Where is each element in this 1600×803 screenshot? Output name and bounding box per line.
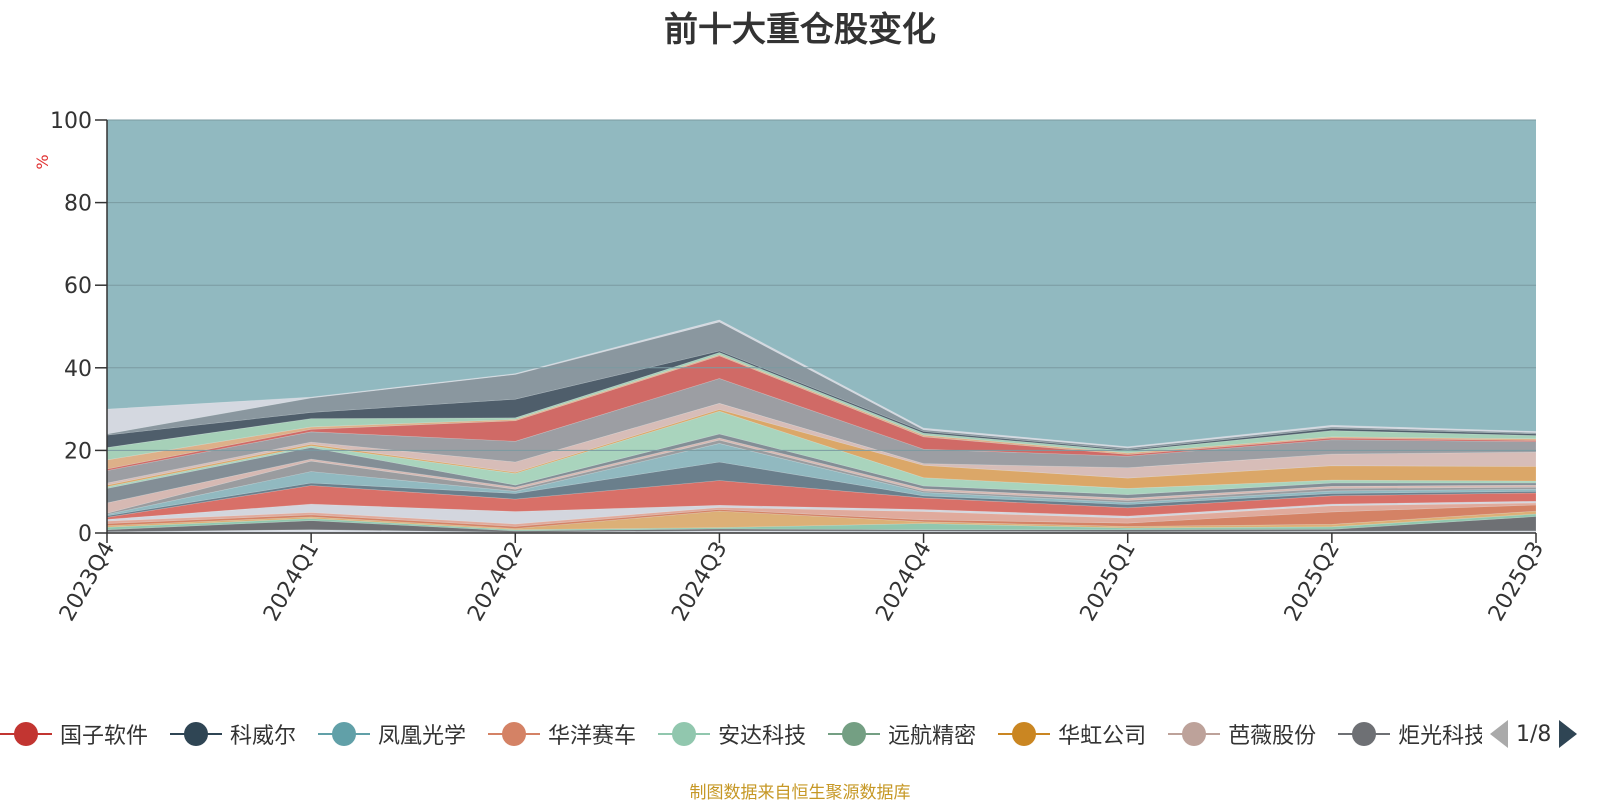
stacked-areas [106, 120, 1537, 534]
legend-label: 炬光科技 [1398, 724, 1482, 749]
pager-prev-icon[interactable] [1490, 720, 1508, 748]
x-tick-label: 2025Q1 [1076, 538, 1141, 626]
x-tick-label: 2023Q4 [55, 538, 120, 626]
x-tick-label: 2024Q3 [667, 538, 732, 626]
legend-label: 芭薇股份 [1228, 724, 1317, 749]
legend-item[interactable]: 华虹公司 [998, 714, 1146, 754]
legend-item[interactable]: 凤凰光学 [318, 714, 466, 754]
pager-text: 1/8 [1516, 721, 1552, 747]
chart-area: 0 20 40 60 80 100% 2023Q4 2024Q1 2024Q2 2024Q3 202… [33, 109, 1549, 626]
legend-marker-icon [998, 722, 1051, 746]
legend-marker-icon [0, 722, 52, 746]
y-tick-label: 40 [64, 357, 92, 382]
y-tick-label: 0 [78, 522, 92, 547]
legend-item[interactable]: 芭薇股份 [1168, 714, 1316, 754]
legend-items: 国子软件 科威尔 凤凰光学 华洋赛车 安达科技 远航精密 华虹公司 芭薇股份 炬光科技 [0, 714, 1482, 754]
area-series-8[interactable] [106, 480, 1537, 520]
legend-marker-icon [488, 722, 541, 746]
area-series-9[interactable] [106, 461, 1537, 518]
legend-label: 安达科技 [718, 724, 807, 749]
y-tick-label: 60 [64, 274, 92, 299]
x-tick-label: 2025Q3 [1484, 538, 1549, 626]
area-series-7[interactable] [106, 500, 1537, 525]
legend-label: 华虹公司 [1058, 724, 1147, 749]
legend: 国子软件 科威尔 凤凰光学 华洋赛车 安达科技 远航精密 华虹公司 芭薇股份 炬光科技 1/8 [0, 714, 1600, 754]
legend-label: 华洋赛车 [548, 724, 637, 749]
legend-item[interactable]: 科威尔 [170, 714, 296, 754]
chart-title: 前十大重仓股变化 [664, 10, 936, 50]
legend-marker-icon [1168, 722, 1221, 746]
y-tick-label: 100 [50, 109, 92, 134]
legend-item[interactable]: 安达科技 [658, 714, 806, 754]
legend-label: 凤凰光学 [378, 724, 467, 749]
x-tick-label: 2025Q2 [1280, 538, 1345, 626]
legend-item[interactable]: 炬光科技 [1338, 714, 1482, 754]
x-tick-label: 2024Q2 [463, 538, 528, 626]
legend-label: 国子软件 [60, 724, 149, 749]
legend-marker-icon [828, 722, 881, 746]
legend-item[interactable]: 远航精密 [828, 714, 976, 754]
area-series-4[interactable] [106, 510, 1537, 531]
source-note: 制图数据来自恒生聚源数据库 [689, 783, 911, 803]
legend-item[interactable]: 国子软件 [0, 714, 148, 754]
legend-marker-icon [170, 722, 223, 746]
area-series-5[interactable] [106, 504, 1537, 529]
legend-label: 科威尔 [230, 724, 297, 749]
y-tick-label: 20 [64, 439, 92, 464]
legend-pager: 1/8 [1490, 714, 1600, 754]
area-series-23[interactable] [106, 319, 1537, 449]
x-tick-label: 2024Q4 [871, 538, 936, 626]
y-axis-label: % [33, 154, 52, 169]
legend-item[interactable]: 华洋赛车 [488, 714, 636, 754]
x-tick-label: 2024Q1 [259, 538, 324, 626]
legend-marker-icon [1338, 722, 1391, 746]
legend-label: 远航精密 [888, 724, 977, 749]
legend-marker-icon [318, 722, 371, 746]
y-tick-label: 80 [64, 192, 92, 217]
pager-next-icon[interactable] [1559, 720, 1578, 748]
legend-marker-icon [658, 722, 711, 746]
area-series-6[interactable] [106, 502, 1537, 527]
